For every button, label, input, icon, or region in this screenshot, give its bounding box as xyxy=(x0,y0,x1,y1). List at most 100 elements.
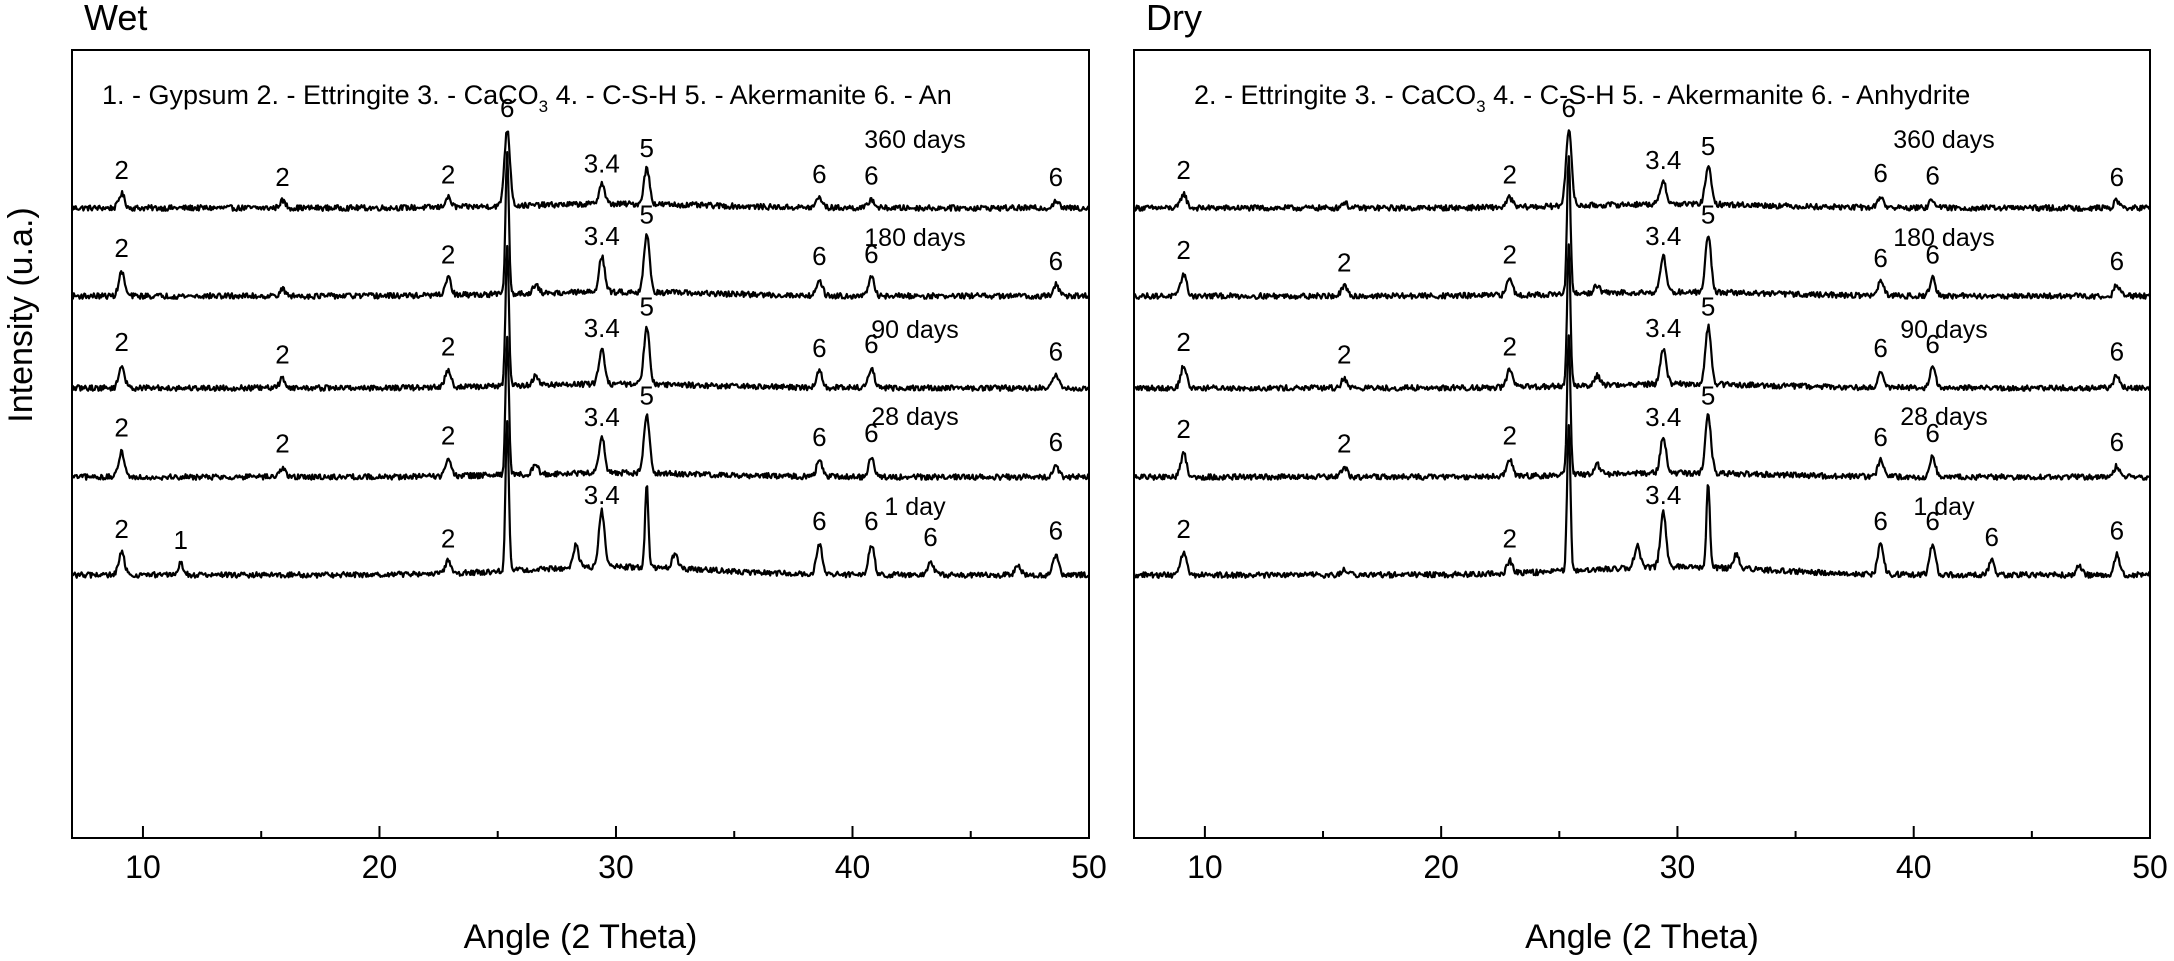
x-tick-label: 10 xyxy=(1187,849,1223,885)
peak-label: 6 xyxy=(864,506,878,536)
peak-label: 2 xyxy=(114,233,128,263)
peak-label: 5 xyxy=(639,381,653,411)
peak-label: 5 xyxy=(639,200,653,230)
peak-label: 6 xyxy=(1562,93,1576,123)
age-label: 90 days xyxy=(871,316,959,344)
peak-label: 2 xyxy=(441,421,455,451)
xrd-trace xyxy=(71,420,1090,579)
peak-label: 6 xyxy=(923,522,937,552)
xrd-trace xyxy=(1133,243,2152,392)
peak-label: 3.4 xyxy=(584,221,620,251)
peak-label: 5 xyxy=(639,133,653,163)
peak-label: 6 xyxy=(1873,333,1887,363)
y-axis-label: Intensity (u.a.) xyxy=(2,207,40,422)
x-tick-label: 30 xyxy=(1660,849,1696,885)
peak-label: 6 xyxy=(1049,162,1063,192)
peak-label: 3.4 xyxy=(584,480,620,510)
peak-label: 6 xyxy=(812,333,826,363)
age-label: 180 days xyxy=(864,224,965,252)
peak-label: 3.4 xyxy=(1645,480,1681,510)
age-label: 1 day xyxy=(1913,493,1975,521)
peak-label: 2 xyxy=(1176,327,1190,357)
peak-label: 2 xyxy=(275,162,289,192)
peak-label: 2 xyxy=(441,332,455,362)
plot-frame xyxy=(71,49,1090,839)
age-label: 360 days xyxy=(864,126,965,154)
age-label: 90 days xyxy=(1900,316,1988,344)
peak-label: 6 xyxy=(812,159,826,189)
peak-label: 6 xyxy=(1925,240,1939,270)
peak-label: 6 xyxy=(1873,422,1887,452)
peak-label: 2 xyxy=(275,429,289,459)
peak-label: 6 xyxy=(864,418,878,448)
age-label: 180 days xyxy=(1893,224,1994,252)
x-tick-label: 40 xyxy=(835,849,871,885)
x-tick-label: 10 xyxy=(125,849,161,885)
x-tick-label: 20 xyxy=(1423,849,1459,885)
peak-label: 2 xyxy=(114,155,128,185)
peak-label: 2 xyxy=(1502,523,1516,553)
peak-label: 6 xyxy=(2110,427,2124,457)
peak-label: 3.4 xyxy=(584,148,620,178)
peak-label: 6 xyxy=(1049,336,1063,366)
panel-title: Dry xyxy=(1146,0,1202,38)
peak-label: 6 xyxy=(812,506,826,536)
peak-label: 2 xyxy=(1502,240,1516,270)
peak-label: 2 xyxy=(114,413,128,443)
peak-label: 2 xyxy=(114,327,128,357)
peak-label: 5 xyxy=(639,292,653,322)
peak-label: 3.4 xyxy=(1645,145,1681,175)
xrd-trace xyxy=(1133,334,2151,481)
x-tick-label: 30 xyxy=(598,849,634,885)
peak-label: 2 xyxy=(1502,421,1516,451)
panel-title: Wet xyxy=(84,0,147,38)
peak-label: 2 xyxy=(441,523,455,553)
dry-panel: Dry 2. - Ettringite 3. - CaCO3 4. - C-S-H… xyxy=(1132,0,2168,956)
xrd-trace xyxy=(70,130,1091,212)
x-tick-label: 20 xyxy=(362,849,398,885)
age-label: 1 day xyxy=(884,493,946,521)
peak-label: 6 xyxy=(1925,160,1939,190)
peak-label: 6 xyxy=(2110,515,2124,545)
peak-label: 2 xyxy=(1337,429,1351,459)
peak-label: 5 xyxy=(1701,131,1715,161)
peak-label: 6 xyxy=(1925,506,1939,536)
phase-legend: 2. - Ettringite 3. - CaCO3 4. - C-S-H 5.… xyxy=(1194,80,1970,116)
peak-label: 1 xyxy=(174,525,188,555)
peak-label: 2 xyxy=(114,514,128,544)
age-label: 28 days xyxy=(871,403,959,431)
peak-label: 6 xyxy=(1925,329,1939,359)
peak-label: 5 xyxy=(1701,381,1715,411)
xrd-trace xyxy=(71,335,1090,481)
xrd-trace xyxy=(1133,155,2152,300)
peak-label: 6 xyxy=(1984,522,1998,552)
peak-label: 2 xyxy=(1502,332,1516,362)
peak-label: 2 xyxy=(441,160,455,190)
peak-label: 6 xyxy=(2110,336,2124,366)
peak-label: 5 xyxy=(1701,292,1715,322)
peak-label: 3.4 xyxy=(584,313,620,343)
peak-label: 6 xyxy=(1925,418,1939,448)
peak-label: 6 xyxy=(2110,162,2124,192)
peak-label: 6 xyxy=(864,329,878,359)
plot-frame xyxy=(1133,49,2151,839)
peak-label: 2 xyxy=(1176,414,1190,444)
peak-label: 2 xyxy=(1337,340,1351,370)
xrd-trace xyxy=(1132,129,2152,212)
peak-label: 6 xyxy=(864,239,878,269)
xrd-trace xyxy=(70,151,1091,300)
peak-label: 6 xyxy=(1049,246,1063,276)
peak-label: 6 xyxy=(864,160,878,190)
peak-label: 6 xyxy=(1873,158,1887,188)
peak-label: 3.4 xyxy=(584,402,620,432)
peak-label: 6 xyxy=(500,93,514,123)
x-axis-label: Angle (2 Theta) xyxy=(464,918,698,956)
wet-panel: Wet 1. - Gypsum 2. - Ettringite 3. - CaCO… xyxy=(70,0,1107,956)
peak-label: 6 xyxy=(1873,243,1887,273)
age-label: 28 days xyxy=(1900,403,1988,431)
peak-label: 2 xyxy=(275,340,289,370)
x-axis-label: Angle (2 Theta) xyxy=(1525,918,1759,956)
peak-label: 6 xyxy=(1049,515,1063,545)
peak-label: 2 xyxy=(1176,235,1190,265)
peak-label: 6 xyxy=(1049,427,1063,457)
